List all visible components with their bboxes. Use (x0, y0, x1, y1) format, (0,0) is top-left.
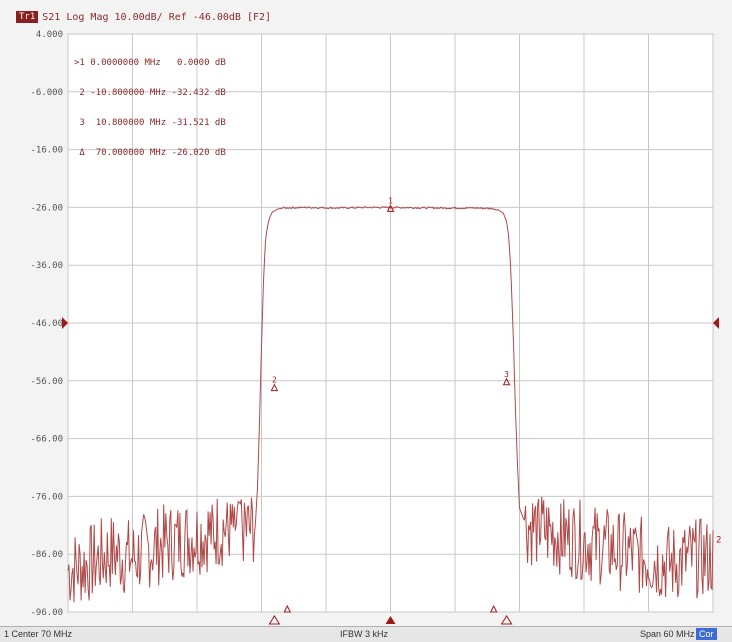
trace-title-bar: Tr1 S21 Log Mag 10.00dB/ Ref -46.00dB [F… (16, 9, 271, 25)
delta-marker-left (283, 604, 292, 613)
correction-badge[interactable]: Cor (696, 628, 717, 640)
y-tick-label: -36.00 (30, 261, 63, 271)
span-setting[interactable]: Span 60 MHz (640, 629, 695, 639)
reference-arrow-right (713, 317, 719, 329)
marker-1-label: 1 (388, 196, 393, 205)
ifbw-setting[interactable]: IFBW 3 kHz (340, 629, 389, 639)
marker-3-symbol (502, 377, 511, 386)
marker-table: >1 0.0000000 MHz 0.0000 dB 2 -10.800000 … (74, 38, 226, 168)
bottom-marker-2 (268, 615, 281, 625)
bottom-marker-1 (385, 616, 396, 624)
reference-arrow-left (62, 317, 68, 329)
y-tick-label: -56.00 (30, 377, 63, 387)
marker-2-label: 2 (272, 376, 277, 385)
y-tick-label: -16.00 (30, 146, 63, 156)
status-bar: 1 Center 70 MHz IFBW 3 kHz Span 60 MHz C… (0, 626, 732, 642)
delta-marker-right (489, 604, 498, 613)
marker-2-symbol (270, 383, 279, 392)
y-tick-label: -76.00 (30, 492, 63, 502)
marker-1-symbol (386, 204, 395, 212)
y-tick-label: -66.00 (30, 435, 63, 445)
y-tick-label: -46.00 (30, 319, 63, 329)
y-tick-label: -96.00 (30, 608, 63, 618)
y-tick-label: -26.00 (30, 203, 63, 213)
marker-row: 2 -10.800000 MHz -32.432 dB (74, 88, 226, 98)
trace-title[interactable]: S21 Log Mag 10.00dB/ Ref -46.00dB [F2] (42, 11, 272, 23)
y-tick-label: -6.000 (30, 88, 63, 98)
trace-line (67, 205, 714, 603)
trace-number-right: 2 (716, 536, 721, 546)
marker-3-label: 3 (504, 370, 509, 379)
marker-row: 3 10.800000 MHz -31.521 dB (74, 118, 226, 128)
center-frequency[interactable]: 1 Center 70 MHz (4, 629, 73, 639)
marker-row: Δ 70.000000 MHz -26.020 dB (74, 148, 226, 158)
trace-tag[interactable]: Tr1 (16, 11, 39, 23)
marker-row: >1 0.0000000 MHz 0.0000 dB (74, 58, 226, 68)
y-tick-label: 4.000 (36, 30, 63, 40)
y-tick-label: -86.00 (30, 550, 63, 560)
bottom-marker-3 (500, 615, 513, 625)
